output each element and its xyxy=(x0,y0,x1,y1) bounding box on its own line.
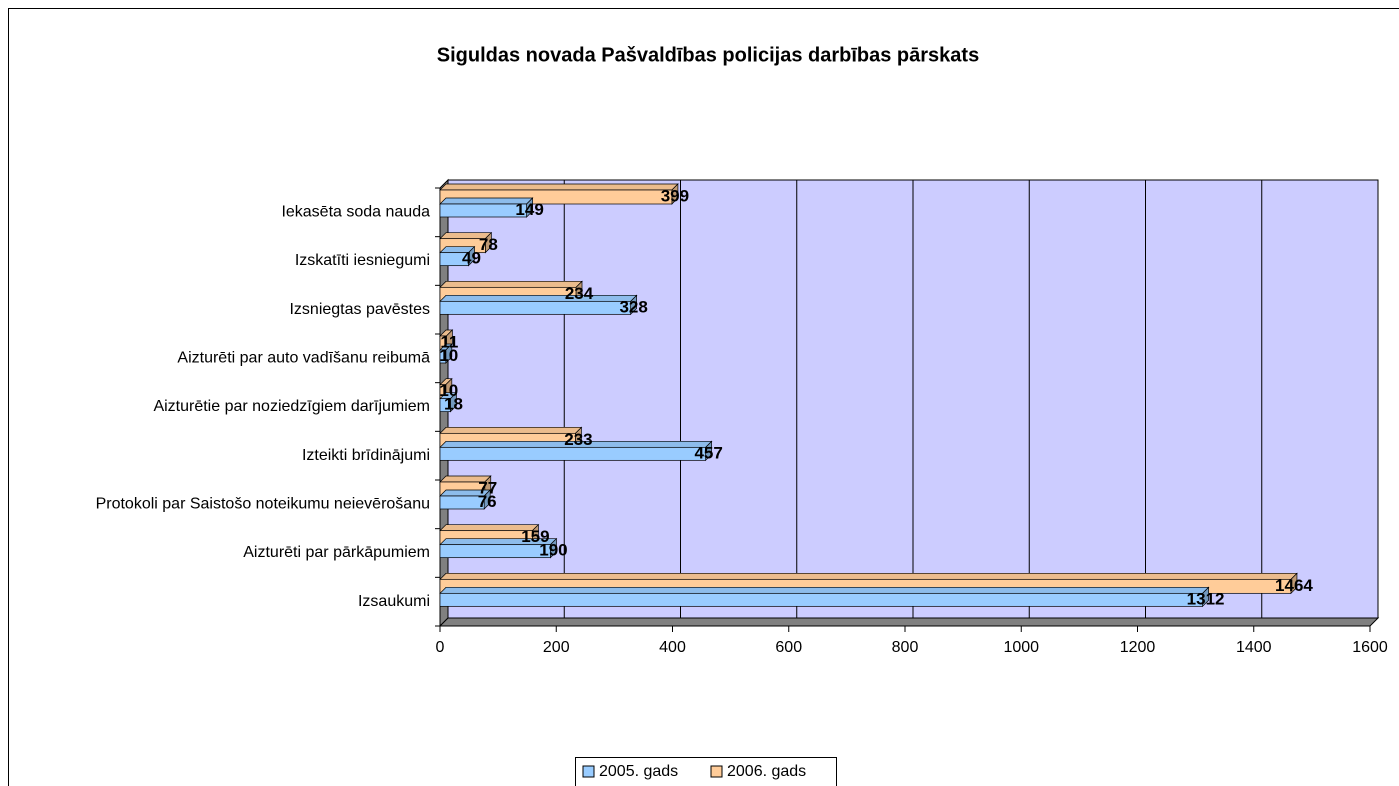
data-label: 77 xyxy=(478,478,497,497)
bar-top xyxy=(439,572,1298,580)
x-tick-label: 400 xyxy=(659,639,686,656)
y-tick-label: Izskatīti iesniegumi xyxy=(295,252,430,269)
chart-title: Siguldas novada Pašvaldības policijas da… xyxy=(437,44,979,66)
data-label: 76 xyxy=(478,492,497,511)
bar xyxy=(439,203,527,218)
y-tick-label: Izsniegtas pavēstes xyxy=(289,301,430,318)
data-label: 399 xyxy=(661,186,689,205)
x-tick-label: 1000 xyxy=(1003,639,1039,656)
data-label: 159 xyxy=(521,527,549,546)
y-tick-label: Iekasēta soda nauda xyxy=(281,204,430,221)
data-label: 78 xyxy=(479,235,498,254)
bar xyxy=(439,446,706,461)
data-label: 234 xyxy=(565,284,594,303)
y-tick-label: Aizturēti par auto vadīšanu reibumā xyxy=(177,350,430,367)
y-tick-label: Aizturēti par pārkāpumiem xyxy=(243,544,430,561)
x-tick-label: 0 xyxy=(436,639,445,656)
data-label: 457 xyxy=(694,443,722,462)
y-tick-label: Izsaukumi xyxy=(358,593,430,610)
x-tick-label: 1400 xyxy=(1236,639,1272,656)
y-tick-label: Protokoli par Saistošo noteikumu neievēr… xyxy=(96,496,430,513)
legend-label: 2005. gads xyxy=(599,763,678,780)
bar xyxy=(439,398,451,413)
data-label: 149 xyxy=(515,200,543,219)
data-label: 1464 xyxy=(1275,576,1313,595)
bar xyxy=(439,592,1203,607)
floor xyxy=(438,617,1380,627)
data-label: 328 xyxy=(619,297,647,316)
bar xyxy=(439,300,631,315)
bar xyxy=(439,495,485,510)
bar-top xyxy=(439,294,638,302)
y-tick-label: Aizturētie par noziedzīgiem darījumiem xyxy=(153,398,430,415)
x-tick-label: 1600 xyxy=(1352,639,1388,656)
data-label: 190 xyxy=(539,541,567,560)
bar-top xyxy=(439,280,583,288)
legend-swatch xyxy=(582,765,595,778)
legend-box xyxy=(575,757,837,786)
bar xyxy=(439,349,447,364)
legend: 2005. gads 2006. gads xyxy=(575,757,837,786)
bar-top xyxy=(439,426,583,434)
data-label: 10 xyxy=(439,346,458,365)
x-tick-label: 800 xyxy=(892,639,919,656)
x-tick-label: 600 xyxy=(775,639,802,656)
y-tick-label: Izteikti brīdinājumi xyxy=(302,447,430,464)
bar xyxy=(439,544,551,559)
legend-swatch xyxy=(710,765,723,778)
data-label: 11 xyxy=(440,332,458,351)
x-tick-label: 1200 xyxy=(1120,639,1156,656)
data-label: 10 xyxy=(439,381,458,400)
bar xyxy=(439,252,469,267)
data-label: 18 xyxy=(444,395,463,414)
data-label: 1312 xyxy=(1187,589,1225,608)
legend-label: 2006. gads xyxy=(727,763,806,780)
data-label: 49 xyxy=(462,249,481,268)
data-label: 233 xyxy=(564,430,592,449)
bar-top xyxy=(439,586,1210,594)
bar-top xyxy=(439,183,679,191)
x-tick-label: 200 xyxy=(543,639,570,656)
